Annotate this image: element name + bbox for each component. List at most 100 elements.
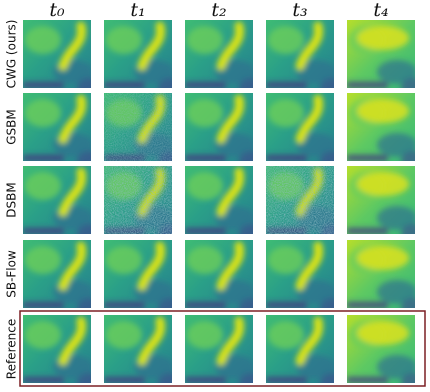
corner xyxy=(320,298,334,308)
tile-content xyxy=(104,20,172,88)
tile-content xyxy=(266,315,334,383)
bottom-edge xyxy=(347,155,388,161)
column-header: t₃ xyxy=(292,0,307,21)
bottom-edge xyxy=(185,377,226,383)
feature-curve xyxy=(295,316,324,366)
corner xyxy=(77,373,91,383)
corner xyxy=(239,373,253,383)
bottom-edge xyxy=(23,228,64,234)
bottom-edge xyxy=(23,82,64,88)
tile-content xyxy=(185,240,253,308)
image-tile xyxy=(347,93,415,161)
blob xyxy=(106,26,142,54)
image-tile xyxy=(347,315,415,383)
corner xyxy=(239,298,253,308)
tile-content xyxy=(104,315,172,383)
tile-content xyxy=(266,166,334,234)
blob xyxy=(296,355,334,379)
blob xyxy=(377,60,415,84)
image-tile xyxy=(104,20,172,88)
tile-content xyxy=(23,315,91,383)
image-tile xyxy=(23,20,91,88)
tile-features xyxy=(23,316,91,383)
tile-features xyxy=(23,167,91,234)
feature-curve xyxy=(58,94,87,144)
blob xyxy=(377,280,415,304)
blob xyxy=(106,321,142,349)
bottom-edge xyxy=(266,155,307,161)
tile-features xyxy=(266,94,334,161)
image-tile xyxy=(347,20,415,88)
image-tile xyxy=(23,240,91,308)
tile-features xyxy=(23,94,91,161)
image-tile xyxy=(266,240,334,308)
corner xyxy=(158,373,172,383)
tile-content xyxy=(104,240,172,308)
blob xyxy=(187,246,223,274)
tile-features xyxy=(185,167,253,234)
corner xyxy=(77,78,91,88)
feature-curve xyxy=(216,21,245,71)
image-tile xyxy=(266,93,334,161)
blob xyxy=(268,321,304,349)
bottom-edge xyxy=(104,377,145,383)
blob xyxy=(25,246,61,274)
feature-curve xyxy=(137,241,166,291)
bottom-edge xyxy=(185,302,226,308)
tile-content xyxy=(23,166,91,234)
feature-curve xyxy=(216,94,245,144)
image-tile xyxy=(185,166,253,234)
corner xyxy=(239,151,253,161)
tile-content xyxy=(185,315,253,383)
blob xyxy=(296,60,334,84)
bottom-edge xyxy=(347,228,388,234)
tile-content xyxy=(266,240,334,308)
feature-curve xyxy=(216,241,245,291)
bottom-edge xyxy=(23,302,64,308)
blob xyxy=(377,133,415,157)
blob xyxy=(377,206,415,230)
image-tile xyxy=(347,240,415,308)
bottom-edge xyxy=(23,377,64,383)
blob xyxy=(25,321,61,349)
blob xyxy=(357,321,409,345)
bottom-edge xyxy=(266,82,307,88)
bottom-edge xyxy=(104,82,145,88)
tile-features xyxy=(23,241,91,308)
corner xyxy=(401,224,415,234)
tile-content xyxy=(23,93,91,161)
noise xyxy=(104,93,172,161)
tile-features xyxy=(266,21,334,88)
tile-features xyxy=(104,21,172,88)
corner xyxy=(401,78,415,88)
corner xyxy=(239,224,253,234)
reference-box xyxy=(19,310,426,387)
tile-features xyxy=(185,94,253,161)
feature-curve xyxy=(295,94,324,144)
tile-features xyxy=(347,172,415,234)
tile-content xyxy=(23,20,91,88)
image-tile xyxy=(104,166,172,234)
tile-features xyxy=(185,316,253,383)
corner xyxy=(320,151,334,161)
corner xyxy=(401,151,415,161)
bottom-edge xyxy=(185,155,226,161)
tile-content xyxy=(104,93,172,161)
tile-content xyxy=(347,166,415,234)
image-tile xyxy=(347,166,415,234)
blob xyxy=(268,246,304,274)
image-tile xyxy=(104,240,172,308)
bottom-edge xyxy=(347,377,388,383)
feature-curve xyxy=(58,316,87,366)
noise xyxy=(104,166,172,234)
feature-curve xyxy=(58,21,87,71)
blob xyxy=(357,246,409,270)
tile-content xyxy=(185,166,253,234)
feature-curve xyxy=(58,241,87,291)
bottom-edge xyxy=(104,302,145,308)
tile-content xyxy=(347,315,415,383)
image-tile xyxy=(23,315,91,383)
tile-content xyxy=(185,20,253,88)
column-header: t₁ xyxy=(130,0,145,21)
image-tile xyxy=(104,93,172,161)
